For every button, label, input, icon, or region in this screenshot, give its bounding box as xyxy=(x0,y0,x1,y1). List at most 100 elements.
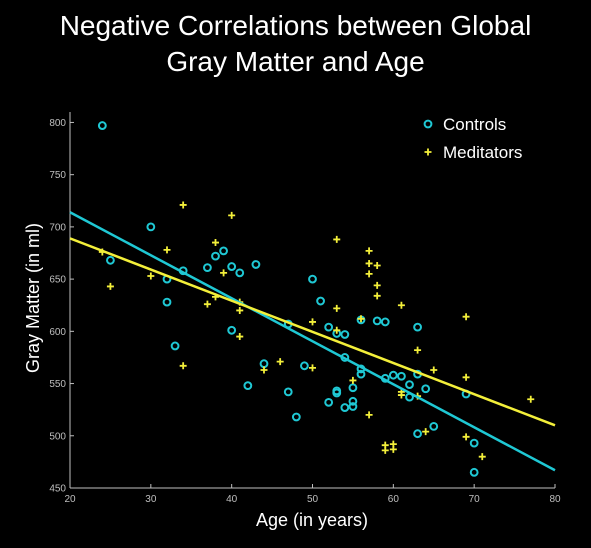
controls-point xyxy=(348,383,358,393)
meditators-point xyxy=(430,366,438,374)
meditators-point xyxy=(462,373,470,381)
controls-point xyxy=(308,274,317,284)
meditators-point xyxy=(349,376,357,384)
controls-point xyxy=(203,263,212,273)
y-tick-label: 800 xyxy=(49,118,66,129)
legend: Controls Meditators xyxy=(423,115,522,162)
controls-point xyxy=(421,384,431,394)
controls-point xyxy=(170,341,180,351)
controls-point xyxy=(405,380,414,390)
legend-marker-meditators xyxy=(424,148,432,156)
x-tick-label: 20 xyxy=(64,494,76,505)
series-meditators xyxy=(98,201,535,461)
meditators-point xyxy=(203,300,211,308)
controls-point xyxy=(340,403,350,412)
x-tick-label: 40 xyxy=(226,494,238,505)
meditators-point xyxy=(397,301,405,309)
meditators-point xyxy=(220,269,228,277)
controls-point xyxy=(291,412,301,422)
meditators-point xyxy=(373,281,381,289)
meditators-point xyxy=(414,346,422,354)
meditators-point xyxy=(365,411,373,419)
meditators-point xyxy=(163,246,171,254)
controls-point xyxy=(380,317,390,327)
x-tick-label: 30 xyxy=(145,494,157,505)
meditators-point xyxy=(389,445,397,453)
meditators-point xyxy=(309,318,316,326)
meditators-point xyxy=(373,292,381,300)
x-tick-label: 60 xyxy=(388,494,400,505)
y-tick-label: 650 xyxy=(49,275,66,286)
meditators-point xyxy=(179,362,187,370)
chart-title: Negative Correlations between Global Gra… xyxy=(0,8,591,80)
controls-point xyxy=(356,369,366,379)
controls-regression-line xyxy=(69,211,556,472)
meditators-point xyxy=(357,315,365,323)
controls-point xyxy=(235,268,245,278)
y-tick-label: 700 xyxy=(49,222,66,233)
x-tick-label: 50 xyxy=(307,494,319,505)
chart-title-line-2: Gray Matter and Age xyxy=(166,46,425,77)
meditators-point xyxy=(333,326,341,334)
meditators-point xyxy=(333,304,341,312)
meditators-point xyxy=(260,366,268,374)
legend-label-meditators: Meditators xyxy=(443,143,522,162)
controls-point xyxy=(97,121,107,130)
controls-point xyxy=(251,260,261,269)
x-tick-label: 70 xyxy=(469,494,481,505)
meditators-point xyxy=(381,446,389,454)
y-tick-label: 500 xyxy=(49,431,66,442)
y-axis-label: Gray Matter (in ml) xyxy=(23,223,43,373)
controls-point xyxy=(300,361,309,371)
controls-point xyxy=(259,359,269,369)
controls-point xyxy=(324,322,334,332)
series-controls xyxy=(97,121,479,477)
controls-point xyxy=(332,388,342,398)
controls-point xyxy=(348,402,358,411)
meditators-point xyxy=(228,211,236,219)
y-tick-label: 450 xyxy=(49,484,66,495)
y-tick-label: 750 xyxy=(49,170,66,181)
meditators-point xyxy=(478,453,486,461)
controls-point xyxy=(413,322,422,332)
y-tick-label: 600 xyxy=(49,327,66,338)
meditators-point xyxy=(276,358,284,366)
chart-title-line-1: Negative Correlations between Global xyxy=(59,10,532,41)
controls-point xyxy=(324,397,334,407)
meditators-point xyxy=(365,259,373,267)
meditators-point xyxy=(462,433,470,441)
y-tick-label: 550 xyxy=(49,379,66,390)
controls-point xyxy=(283,387,293,397)
controls-point xyxy=(340,330,350,339)
meditators-point xyxy=(365,270,373,278)
meditators-point xyxy=(179,201,187,209)
controls-point xyxy=(316,296,325,306)
controls-point xyxy=(106,255,115,265)
controls-point xyxy=(388,370,398,380)
meditators-regression-line xyxy=(69,237,556,427)
meditators-point xyxy=(236,333,244,341)
controls-point xyxy=(413,429,422,439)
meditators-point xyxy=(212,239,219,247)
regression-lines xyxy=(69,211,556,472)
legend-label-controls: Controls xyxy=(443,115,506,134)
controls-point xyxy=(469,438,479,448)
meditators-point xyxy=(422,428,430,436)
meditators-point xyxy=(333,235,341,243)
controls-point xyxy=(162,297,172,307)
controls-point xyxy=(146,222,156,232)
controls-point xyxy=(397,371,406,381)
meditators-point xyxy=(365,247,373,255)
meditators-point xyxy=(462,313,470,321)
axes: 20 30 40 50 60 70 80 450 500 550 600 650 700 750 800 xyxy=(49,112,561,505)
meditators-point xyxy=(106,282,114,290)
legend-marker-controls xyxy=(423,119,433,129)
controls-point xyxy=(227,262,237,271)
meditators-point xyxy=(147,272,155,280)
controls-point xyxy=(429,421,439,431)
x-tick-label: 80 xyxy=(549,494,561,505)
meditators-point xyxy=(527,395,535,403)
meditators-point xyxy=(309,364,316,372)
data-points xyxy=(97,121,535,477)
